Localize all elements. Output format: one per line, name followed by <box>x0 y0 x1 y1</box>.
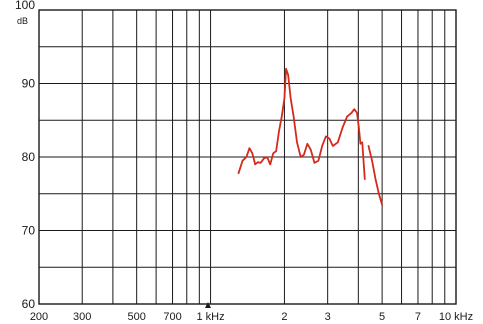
series-line <box>367 145 384 206</box>
x-tick-label: 1 kHz <box>196 311 224 323</box>
x-tick-label: 10 kHz <box>439 311 473 323</box>
x-tick-label: 2 <box>281 311 287 323</box>
one-khz-marker-arrow <box>205 302 211 308</box>
y-tick-label: 70 <box>22 224 36 238</box>
x-tick-label: 700 <box>163 311 181 323</box>
x-tick-label: 300 <box>73 311 91 323</box>
x-tick-label: 7 <box>415 311 421 323</box>
x-tick-label: 5 <box>379 311 385 323</box>
series-line <box>237 67 366 180</box>
x-tick-labels: 200 300 500 700 1 kHz 2 3 5 7 10 kHz <box>30 311 473 323</box>
y-tick-label: 100 <box>15 0 35 12</box>
x-tick-label: 200 <box>30 311 48 323</box>
y-tick-label: 60 <box>22 297 36 311</box>
grid <box>39 10 456 304</box>
y-tick-label: 80 <box>22 150 36 164</box>
x-tick-label: 500 <box>127 311 145 323</box>
x-tick-label: 3 <box>325 311 331 323</box>
y-tick-labels: 60 70 80 90 100 <box>15 0 35 311</box>
response-curve <box>237 67 384 206</box>
y-tick-label: 90 <box>22 77 36 91</box>
y-unit-label: dB <box>17 16 28 26</box>
